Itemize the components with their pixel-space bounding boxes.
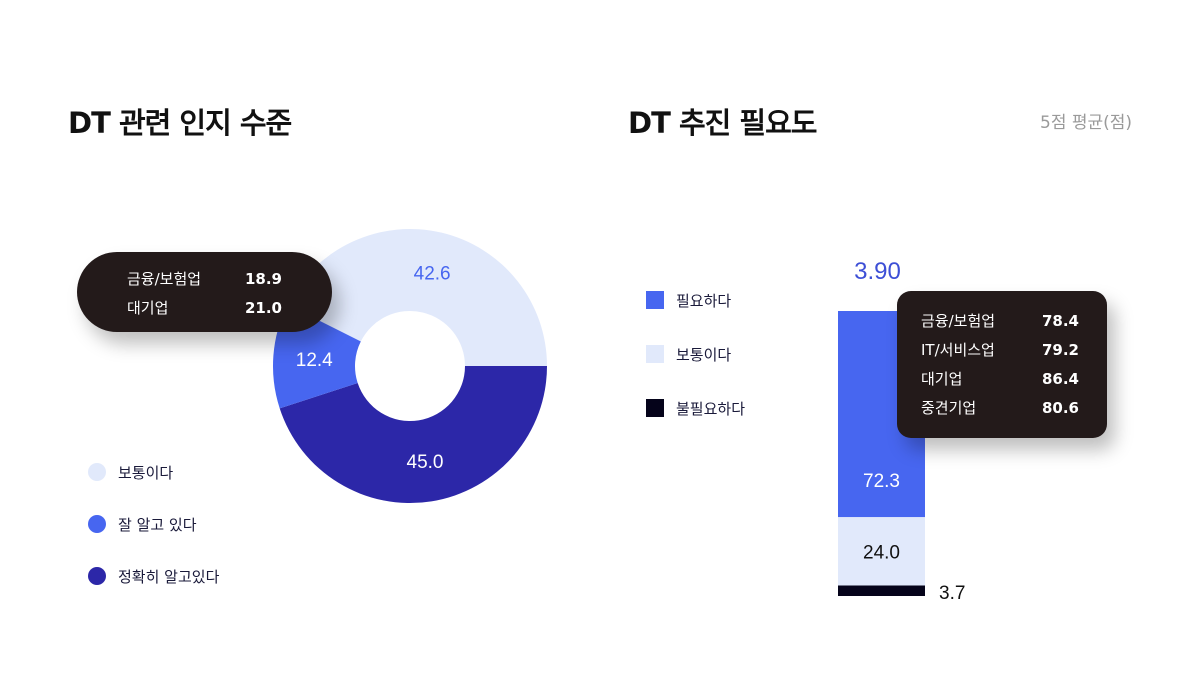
legend-label: 잘 알고 있다 xyxy=(118,515,197,534)
tooltip-label: IT/서비스업 xyxy=(921,341,995,359)
legend-swatch xyxy=(646,345,664,363)
donut-title: DT 관련 인지 수준 xyxy=(68,106,292,140)
legend-item: 정확히 알고있다 xyxy=(88,550,219,602)
tooltip-label: 금융/보험업 xyxy=(921,312,996,330)
segment-label: 3.7 xyxy=(939,583,965,604)
bar-legend: 필요하다 보통이다 불필요하다 xyxy=(646,283,745,435)
legend-label: 보통이다 xyxy=(118,463,174,482)
tooltip-value: 21.0 xyxy=(244,298,282,317)
tooltip-label: 대기업 xyxy=(127,299,169,317)
slice-label: 12.4 xyxy=(296,350,333,371)
legend-swatch xyxy=(646,291,664,309)
tooltip-value: 80.6 xyxy=(1041,398,1079,417)
legend-swatch xyxy=(88,515,106,533)
unit-note: 5점 평균(점) xyxy=(1040,113,1133,133)
tooltip-label: 대기업 xyxy=(921,370,963,388)
tooltip-value: 78.4 xyxy=(1041,311,1079,330)
legend-label: 정확히 알고있다 xyxy=(118,567,220,586)
tooltip-value: 79.2 xyxy=(1041,340,1079,359)
legend-label: 보통이다 xyxy=(676,345,732,364)
segment-label: 72.3 xyxy=(863,471,900,492)
legend-item: 불필요하다 xyxy=(646,381,745,435)
donut-tooltip: 금융/보험업 18.9 대기업 21.0 xyxy=(77,252,332,332)
bar-segment xyxy=(838,585,925,596)
tooltip-label: 중견기업 xyxy=(921,399,977,417)
bar-tooltip: 금융/보험업 78.4 IT/서비스업 79.2 대기업 86.4 중견기업 80.6 xyxy=(897,291,1107,438)
legend-swatch xyxy=(646,399,664,417)
legend-label: 불필요하다 xyxy=(676,399,746,418)
slice-label: 42.6 xyxy=(414,264,451,285)
donut-legend: 보통이다 잘 알고 있다 정확히 알고있다 xyxy=(88,446,219,602)
tooltip-label: 금융/보험업 xyxy=(127,270,202,288)
legend-label: 필요하다 xyxy=(676,291,732,310)
legend-item: 잘 알고 있다 xyxy=(88,498,219,550)
donut-chart: 45.0 12.4 42.6 xyxy=(273,228,547,503)
tooltip-value: 18.9 xyxy=(244,269,282,288)
donut-slice xyxy=(287,228,547,366)
donut-slice xyxy=(279,366,547,503)
legend-swatch xyxy=(88,463,106,481)
legend-item: 보통이다 xyxy=(646,327,745,381)
legend-swatch xyxy=(88,567,106,585)
legend-item: 필요하다 xyxy=(646,273,745,327)
legend-item: 보통이다 xyxy=(88,446,219,498)
average-label: 3.90 xyxy=(854,258,901,285)
bar-title: DT 추진 필요도 xyxy=(628,106,817,140)
segment-label: 24.0 xyxy=(863,542,900,563)
bar-segment xyxy=(838,517,925,586)
tooltip-value: 86.4 xyxy=(1041,369,1079,388)
slice-label: 45.0 xyxy=(407,452,444,473)
